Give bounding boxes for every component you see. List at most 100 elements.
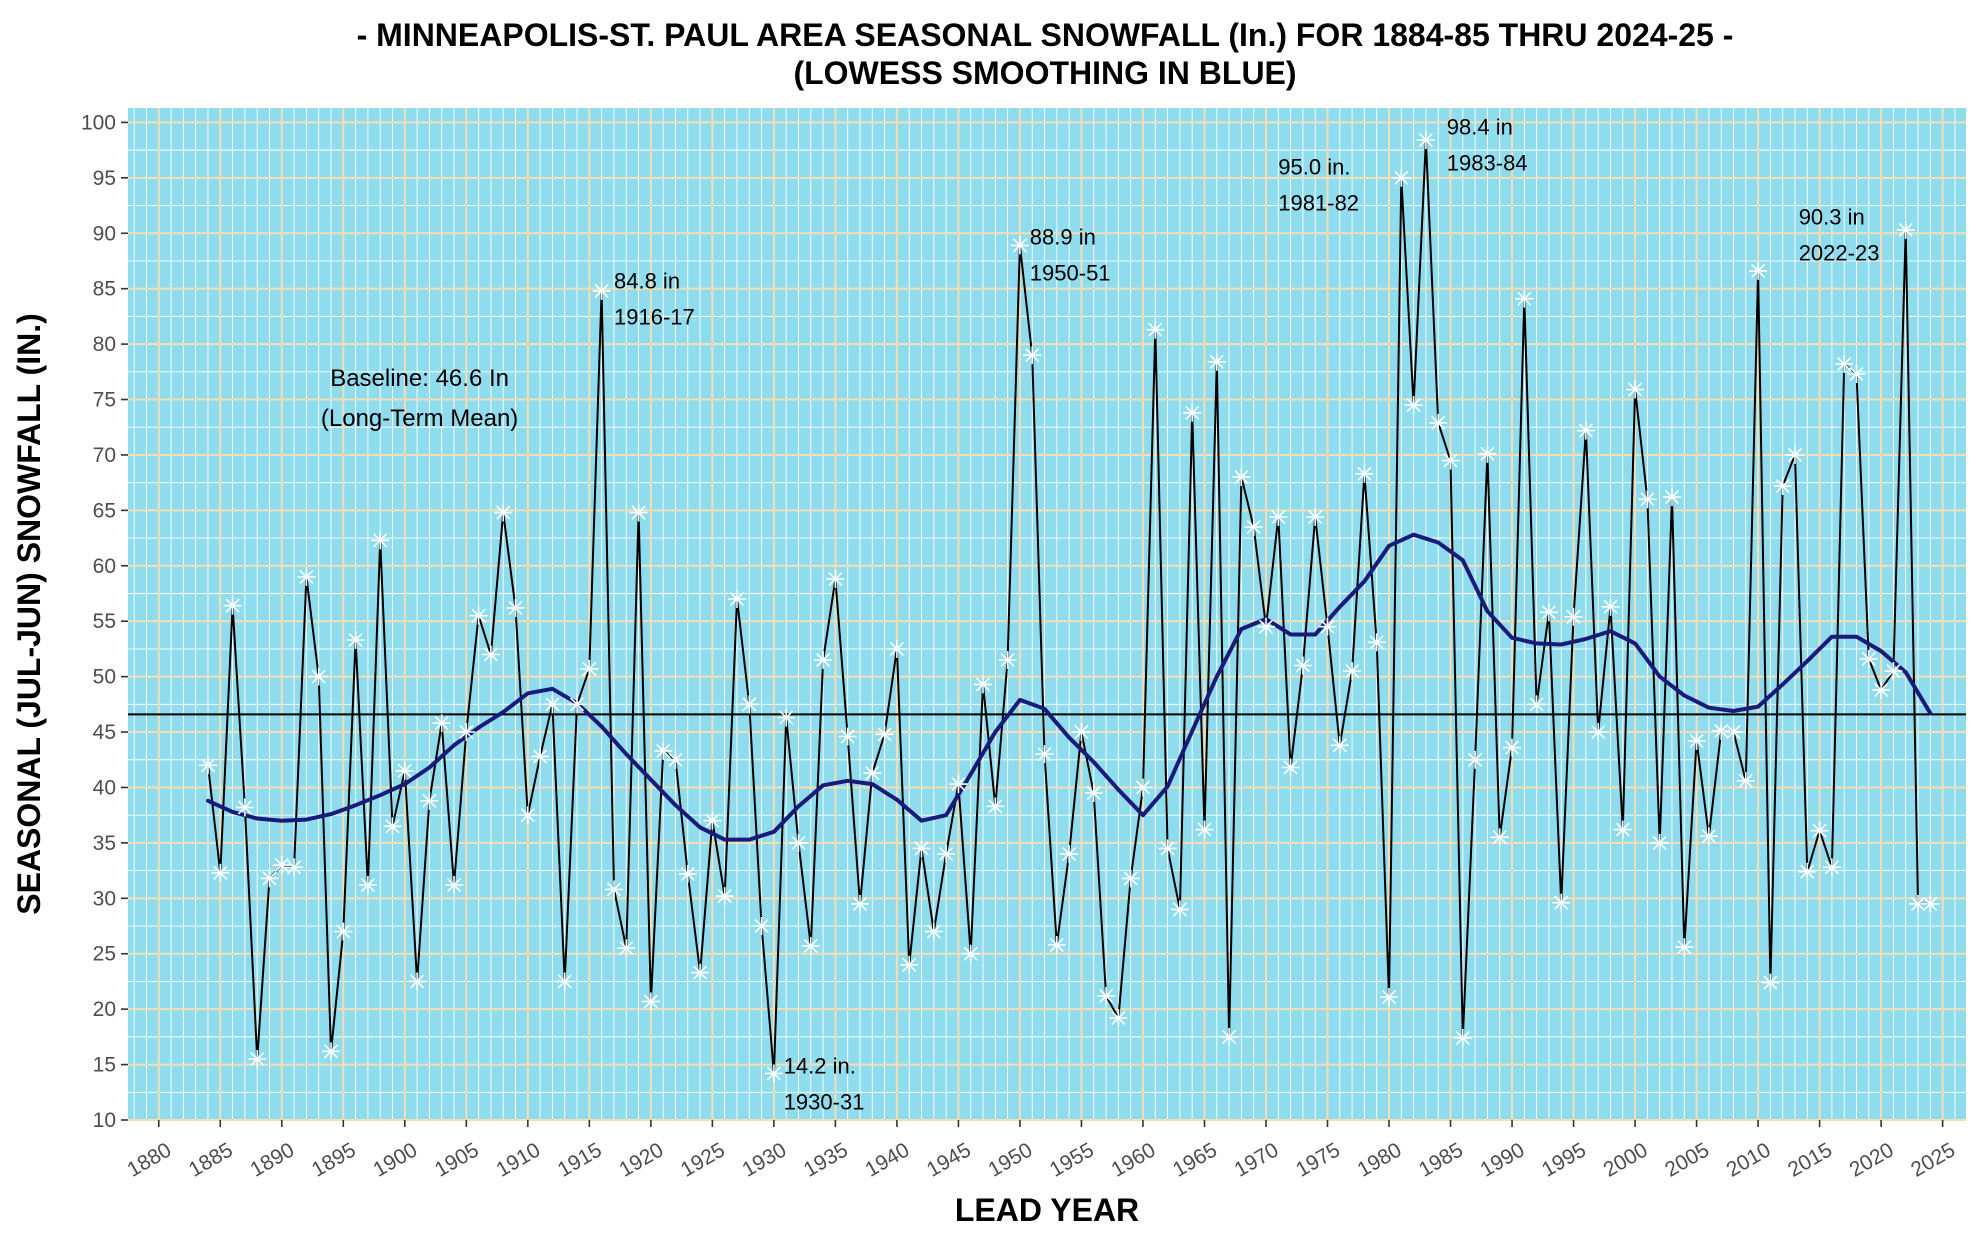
data-point-marker <box>494 503 513 522</box>
data-point-marker <box>641 992 660 1011</box>
data-point-marker <box>974 675 992 694</box>
annotation-layer: Baseline: 46.6 In (Long-Term Mean) 84.8 in… <box>321 115 1880 1115</box>
y-tick-label: 10 <box>93 1109 116 1132</box>
annotation-label-5: 98.4 in <box>1447 115 1513 140</box>
data-point-marker <box>1035 745 1054 764</box>
data-point-marker <box>1060 845 1079 863</box>
data-point-marker <box>1466 750 1485 769</box>
data-point-marker <box>592 281 611 300</box>
data-point-marker <box>1269 508 1288 526</box>
x-tick-label: 1890 <box>246 1138 298 1181</box>
data-point-marker <box>1404 396 1423 415</box>
data-point-marker <box>1749 261 1768 280</box>
data-point-marker <box>1232 468 1251 487</box>
x-tick-label: 1945 <box>923 1138 975 1181</box>
data-point-marker <box>1859 649 1878 668</box>
data-point-marker <box>1872 680 1891 699</box>
data-point-marker <box>272 856 291 875</box>
data-point-marker <box>1010 236 1029 255</box>
annotation-label-6: 90.3 in <box>1799 204 1865 229</box>
data-point-marker <box>654 741 673 760</box>
annotation-label-1: 84.8 in <box>614 269 680 294</box>
data-point-marker <box>1134 778 1152 797</box>
data-point-marker <box>1724 723 1743 741</box>
data-point-marker <box>1527 695 1546 714</box>
data-point-marker <box>1699 827 1718 846</box>
data-point-marker <box>752 917 771 935</box>
data-point-marker <box>1195 820 1214 839</box>
data-point-marker <box>1318 617 1337 636</box>
data-point-marker <box>875 725 894 744</box>
x-tick-label: 1895 <box>308 1138 360 1181</box>
data-point-marker <box>900 955 919 974</box>
data-point-marker <box>838 727 857 746</box>
y-axis-ticks: 10 15 20 25 30 35 40 45 50 55 60 65 70 75 80 85 90 95 100 <box>81 111 128 1132</box>
data-point-marker <box>580 659 599 678</box>
data-point-marker <box>1564 607 1583 626</box>
data-point-marker <box>764 1064 783 1083</box>
data-point-marker <box>432 714 451 733</box>
data-point-marker <box>1650 833 1669 852</box>
data-point-marker <box>1576 421 1595 440</box>
data-point-marker <box>998 651 1017 669</box>
x-axis-ticks: 1880 1885 1890 1895 1900 1905 1910 1915 1920 1925… <box>123 1120 1959 1182</box>
y-tick-label: 90 <box>93 222 116 245</box>
data-point-marker <box>1613 820 1632 839</box>
data-point-marker <box>728 590 746 608</box>
data-point-marker <box>322 1042 340 1061</box>
smooth-layer <box>206 532 1933 842</box>
x-tick-label: 2020 <box>1846 1138 1898 1181</box>
data-point-marker <box>1367 633 1386 652</box>
data-point-marker <box>1392 168 1411 187</box>
y-tick-label: 30 <box>93 887 116 910</box>
data-point-marker <box>568 695 586 714</box>
data-point-marker <box>1047 935 1066 954</box>
data-point-marker <box>666 750 685 769</box>
y-tick-label: 75 <box>93 389 116 412</box>
data-point-marker <box>1453 1029 1472 1047</box>
data-point-marker <box>543 695 562 714</box>
y-axis-title: SEASONAL (JUL-JUN) SNOWFALL (IN.) <box>11 313 47 914</box>
data-point-marker <box>1097 986 1116 1005</box>
x-tick-label: 1880 <box>123 1138 175 1181</box>
data-point-marker <box>395 761 414 780</box>
data-point-marker <box>961 944 980 963</box>
data-point-marker <box>1810 821 1829 840</box>
y-tick-label: 80 <box>93 333 116 356</box>
data-point-marker <box>740 695 759 714</box>
data-point-marker <box>1343 662 1362 681</box>
data-point-marker <box>1330 736 1349 755</box>
data-point-marker <box>334 922 353 941</box>
x-tick-label: 1950 <box>984 1138 1036 1181</box>
y-tick-label: 20 <box>93 998 116 1021</box>
data-point-marker <box>346 631 365 649</box>
data-point-marker <box>1798 862 1817 881</box>
x-tick-label: 2000 <box>1600 1138 1652 1181</box>
x-tick-label: 1965 <box>1169 1138 1221 1181</box>
data-point-marker <box>1121 869 1140 888</box>
data-point-marker <box>358 876 377 894</box>
data-point-marker <box>199 756 217 775</box>
data-point-marker <box>1663 488 1681 507</box>
data-point-marker <box>912 839 931 858</box>
data-point-marker <box>777 708 796 727</box>
y-tick-label: 15 <box>93 1054 116 1077</box>
x-tick-label: 1935 <box>800 1138 852 1181</box>
data-point-marker <box>235 798 254 817</box>
data-point-marker <box>248 1050 267 1068</box>
y-tick-label: 35 <box>93 832 116 855</box>
x-tick-label: 1925 <box>677 1138 729 1181</box>
y-tick-label: 70 <box>93 444 116 467</box>
data-point-marker <box>260 869 279 888</box>
data-point-marker <box>1736 771 1755 790</box>
data-point-marker <box>1687 731 1706 750</box>
annotation-label-4: 1981-82 <box>1278 191 1359 216</box>
data-point-marker <box>605 880 623 899</box>
y-tick-label: 60 <box>93 555 116 578</box>
x-tick-label: 2010 <box>1723 1138 1775 1181</box>
data-point-marker <box>1515 289 1534 308</box>
data-point-marker <box>371 531 390 550</box>
data-point-marker <box>383 817 402 836</box>
data-point-marker <box>851 894 869 913</box>
x-tick-label: 1910 <box>492 1138 544 1181</box>
